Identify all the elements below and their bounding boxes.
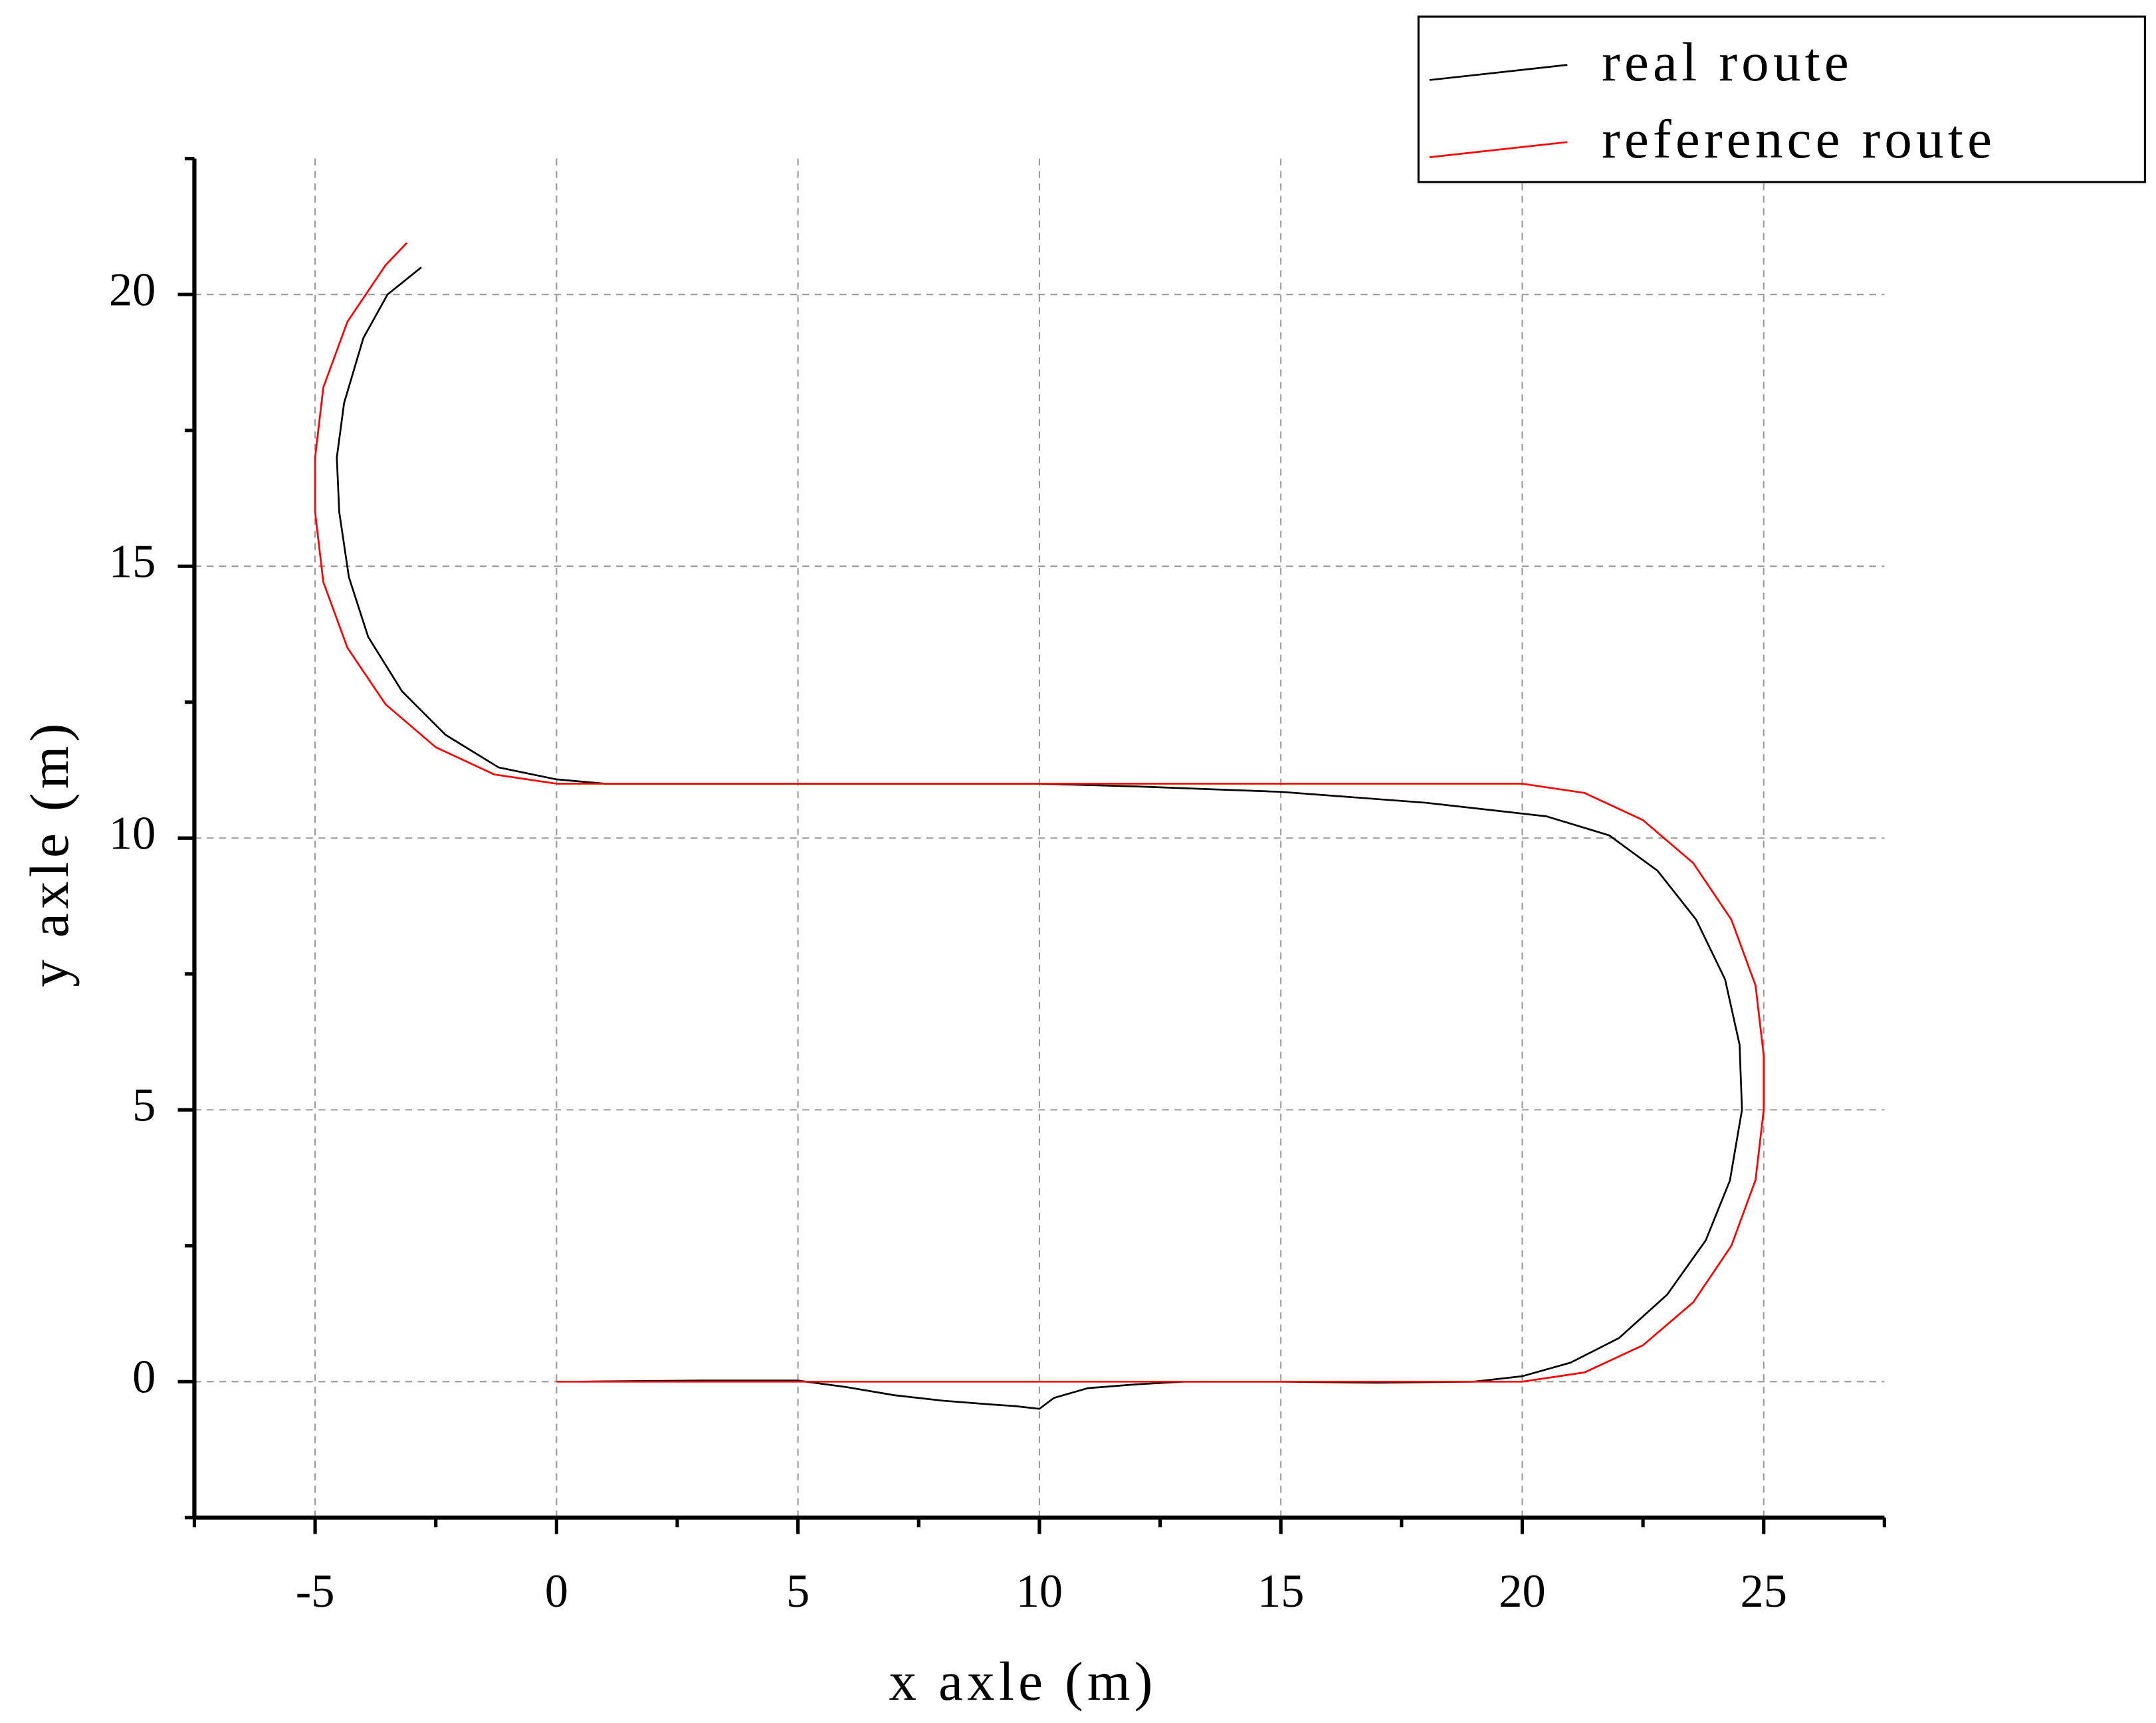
legend-swatch — [1429, 141, 1568, 158]
x-tick-label: 5 — [786, 1566, 809, 1617]
x-tick-label: 20 — [1499, 1566, 1546, 1617]
y-tick-label: 20 — [109, 264, 156, 316]
x-axis-title: x axle (m) — [889, 1651, 1156, 1712]
x-tick-label: -5 — [296, 1566, 335, 1617]
y-tick-label: 5 — [132, 1079, 156, 1131]
y-tick-label: 0 — [132, 1351, 156, 1403]
x-tick-label: 0 — [545, 1566, 568, 1617]
y-tick-label: 15 — [109, 536, 156, 587]
y-tick-label: 10 — [109, 807, 156, 859]
x-tick-label: 25 — [1740, 1566, 1787, 1617]
legend-swatch — [1429, 64, 1568, 81]
route-line — [336, 266, 1743, 1410]
legend-label: reference route — [1602, 108, 1996, 169]
x-tick-label: 10 — [1016, 1566, 1063, 1617]
legend-label: real route — [1602, 31, 1853, 92]
legend-box — [1417, 15, 2146, 183]
x-tick-label: 15 — [1257, 1566, 1305, 1617]
y-axis-title: y axle (m) — [19, 719, 80, 987]
route-line — [314, 242, 1765, 1383]
